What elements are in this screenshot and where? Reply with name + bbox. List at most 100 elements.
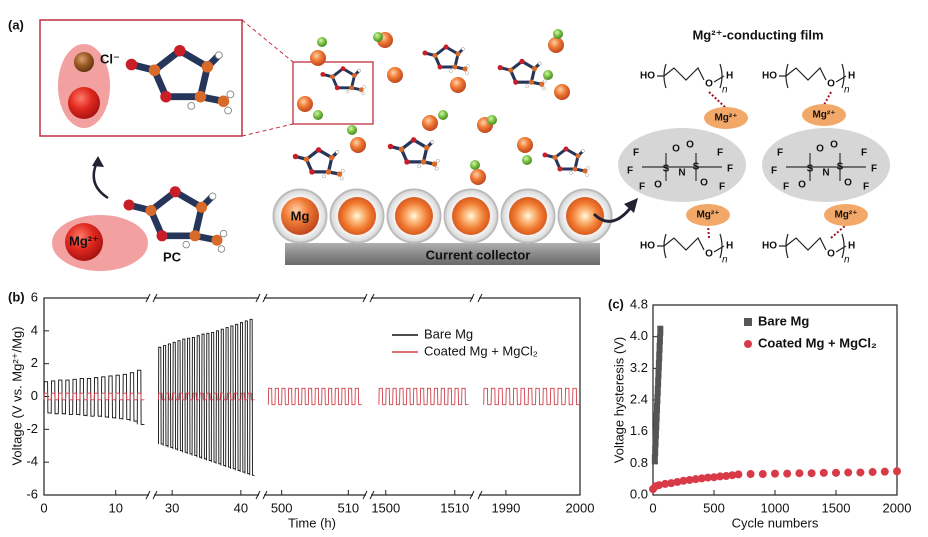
point <box>653 419 660 430</box>
axis-break <box>469 490 483 500</box>
y-tick-label: 0 <box>31 388 38 403</box>
point <box>654 394 661 405</box>
cycle <box>354 387 362 406</box>
chain-end: HO <box>640 71 655 82</box>
atom-label: O <box>672 144 680 155</box>
cycle <box>210 332 217 463</box>
chain-end: HO <box>640 241 655 252</box>
cycle <box>220 328 226 466</box>
ether-o: O <box>827 249 835 260</box>
point <box>655 360 662 371</box>
zoom-line <box>241 123 294 137</box>
cycle <box>108 375 116 419</box>
pc-molecule <box>386 135 440 172</box>
cycle <box>440 387 448 406</box>
cycle <box>108 392 116 401</box>
point <box>651 454 658 465</box>
cycle <box>274 387 282 406</box>
y-tick-label: -4 <box>26 454 38 469</box>
point <box>673 477 682 486</box>
axis-break <box>469 293 483 303</box>
point <box>657 325 664 336</box>
axis-break <box>149 295 154 301</box>
point <box>685 475 694 484</box>
film-title: Mg²⁺-conducting film <box>692 27 823 42</box>
cycle <box>191 336 197 457</box>
cycle <box>122 373 131 420</box>
atom-label: F <box>861 148 867 159</box>
point <box>771 469 779 478</box>
chain <box>657 63 725 89</box>
cycle <box>281 387 289 406</box>
x-tick-label: 1990 <box>491 500 520 515</box>
x-tick-label: 1000 <box>761 500 790 515</box>
anion <box>470 160 480 170</box>
ion <box>310 50 326 66</box>
axis-break <box>255 490 268 500</box>
cycle <box>65 379 73 416</box>
atom-label: O <box>844 178 852 189</box>
atom-label: F <box>783 182 789 193</box>
point <box>656 342 663 353</box>
cycle <box>129 372 138 422</box>
anion <box>487 115 497 125</box>
cycle <box>186 337 193 455</box>
cycle <box>100 392 109 401</box>
cycle <box>115 374 123 420</box>
atom-label: O <box>816 144 824 155</box>
cycle <box>79 377 88 416</box>
atom-label: F <box>717 148 723 159</box>
cycle <box>419 387 428 406</box>
cycle <box>341 387 349 406</box>
ether-o: O <box>827 79 835 90</box>
collector-label: Current collector <box>426 247 531 262</box>
repeat: n <box>844 255 850 266</box>
atom-label: S <box>693 162 700 173</box>
ion <box>297 96 313 112</box>
cycle <box>196 335 202 458</box>
cycle <box>162 345 169 447</box>
cycle <box>50 392 59 401</box>
anion <box>438 110 448 120</box>
coordination <box>830 224 847 239</box>
cycle <box>182 338 188 453</box>
pc-molecule <box>541 145 590 178</box>
anion-domain <box>618 128 746 202</box>
x-tick-label: 510 <box>337 500 359 515</box>
cycle <box>226 392 234 401</box>
y-tick-label: 2 <box>31 355 38 370</box>
legend-label: Bare Mg <box>758 313 809 328</box>
arrow-head <box>92 156 104 167</box>
cycle <box>406 387 414 406</box>
cycle <box>334 387 342 406</box>
cycle <box>136 369 145 425</box>
x-tick-label: 2000 <box>566 500 595 515</box>
axis-break <box>259 492 264 498</box>
cycle <box>385 387 393 406</box>
point <box>758 470 767 479</box>
cycle <box>454 387 462 406</box>
cycle <box>447 387 455 406</box>
cycle <box>185 392 193 401</box>
cycle <box>57 379 66 415</box>
cycle <box>244 320 250 475</box>
point <box>880 467 889 476</box>
cycle <box>50 380 59 415</box>
atom-label: S <box>807 164 814 175</box>
chain-end: H <box>848 71 855 82</box>
cycle <box>192 392 200 401</box>
ion <box>548 37 564 53</box>
x-axis-label: Cycle numbers <box>732 515 819 530</box>
point <box>661 479 670 488</box>
atom-label: F <box>871 164 877 175</box>
atom-label: S <box>837 162 844 173</box>
y-axis-label: Voltage (V vs. Mg²⁺/Mg) <box>9 326 24 465</box>
anion-domain <box>762 128 890 202</box>
mg-particle <box>338 197 376 235</box>
point <box>691 475 700 484</box>
legend-label: Bare Mg <box>424 326 473 341</box>
point <box>807 469 816 478</box>
panel-a: (a) Cl⁻ Mg²⁺ PC Current collector Mg²⁺-c… <box>8 17 890 271</box>
point <box>656 334 663 345</box>
point <box>697 474 706 483</box>
